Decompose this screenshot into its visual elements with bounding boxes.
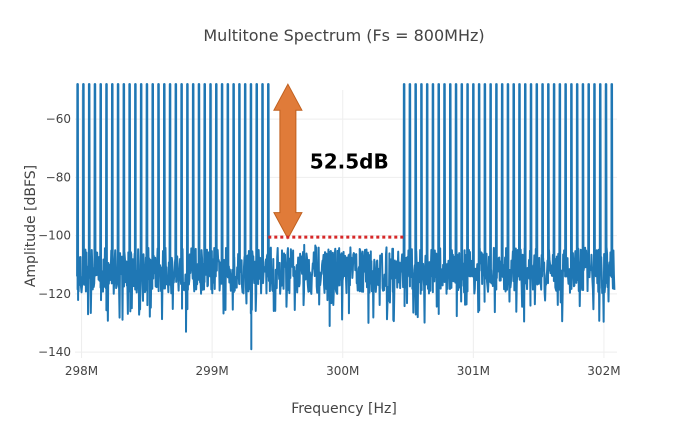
x-axis-title: Frequency [Hz]	[291, 401, 397, 417]
spectrum-line	[76, 83, 616, 351]
x-tick-label: 298M	[65, 364, 98, 378]
x-tick-label: 301M	[457, 364, 490, 378]
chart-title: Multitone Spectrum (Fs = 800MHz)	[203, 26, 484, 45]
x-tick-label: 299M	[195, 364, 228, 378]
y-tick-label: −80	[46, 170, 71, 184]
x-tick-label: 300M	[326, 364, 359, 378]
y-tick-labels: −60 −80 −100 −120 −140	[38, 112, 71, 359]
y-tick-label: −120	[38, 287, 71, 301]
y-tick-label: −100	[38, 229, 71, 243]
y-tick-label: −60	[46, 112, 71, 126]
annotations-group: 52.5dB	[268, 83, 405, 240]
series-group	[76, 83, 616, 351]
delta-annotation-label: 52.5dB	[310, 150, 389, 174]
y-axis-title: Amplitude [dBFS]	[23, 165, 39, 287]
double-arrow-annotation	[273, 83, 303, 240]
y-tick-label: −140	[38, 345, 71, 359]
x-tick-labels: 298M 299M 300M 301M 302M	[65, 364, 621, 378]
x-tick-label: 302M	[587, 364, 620, 378]
